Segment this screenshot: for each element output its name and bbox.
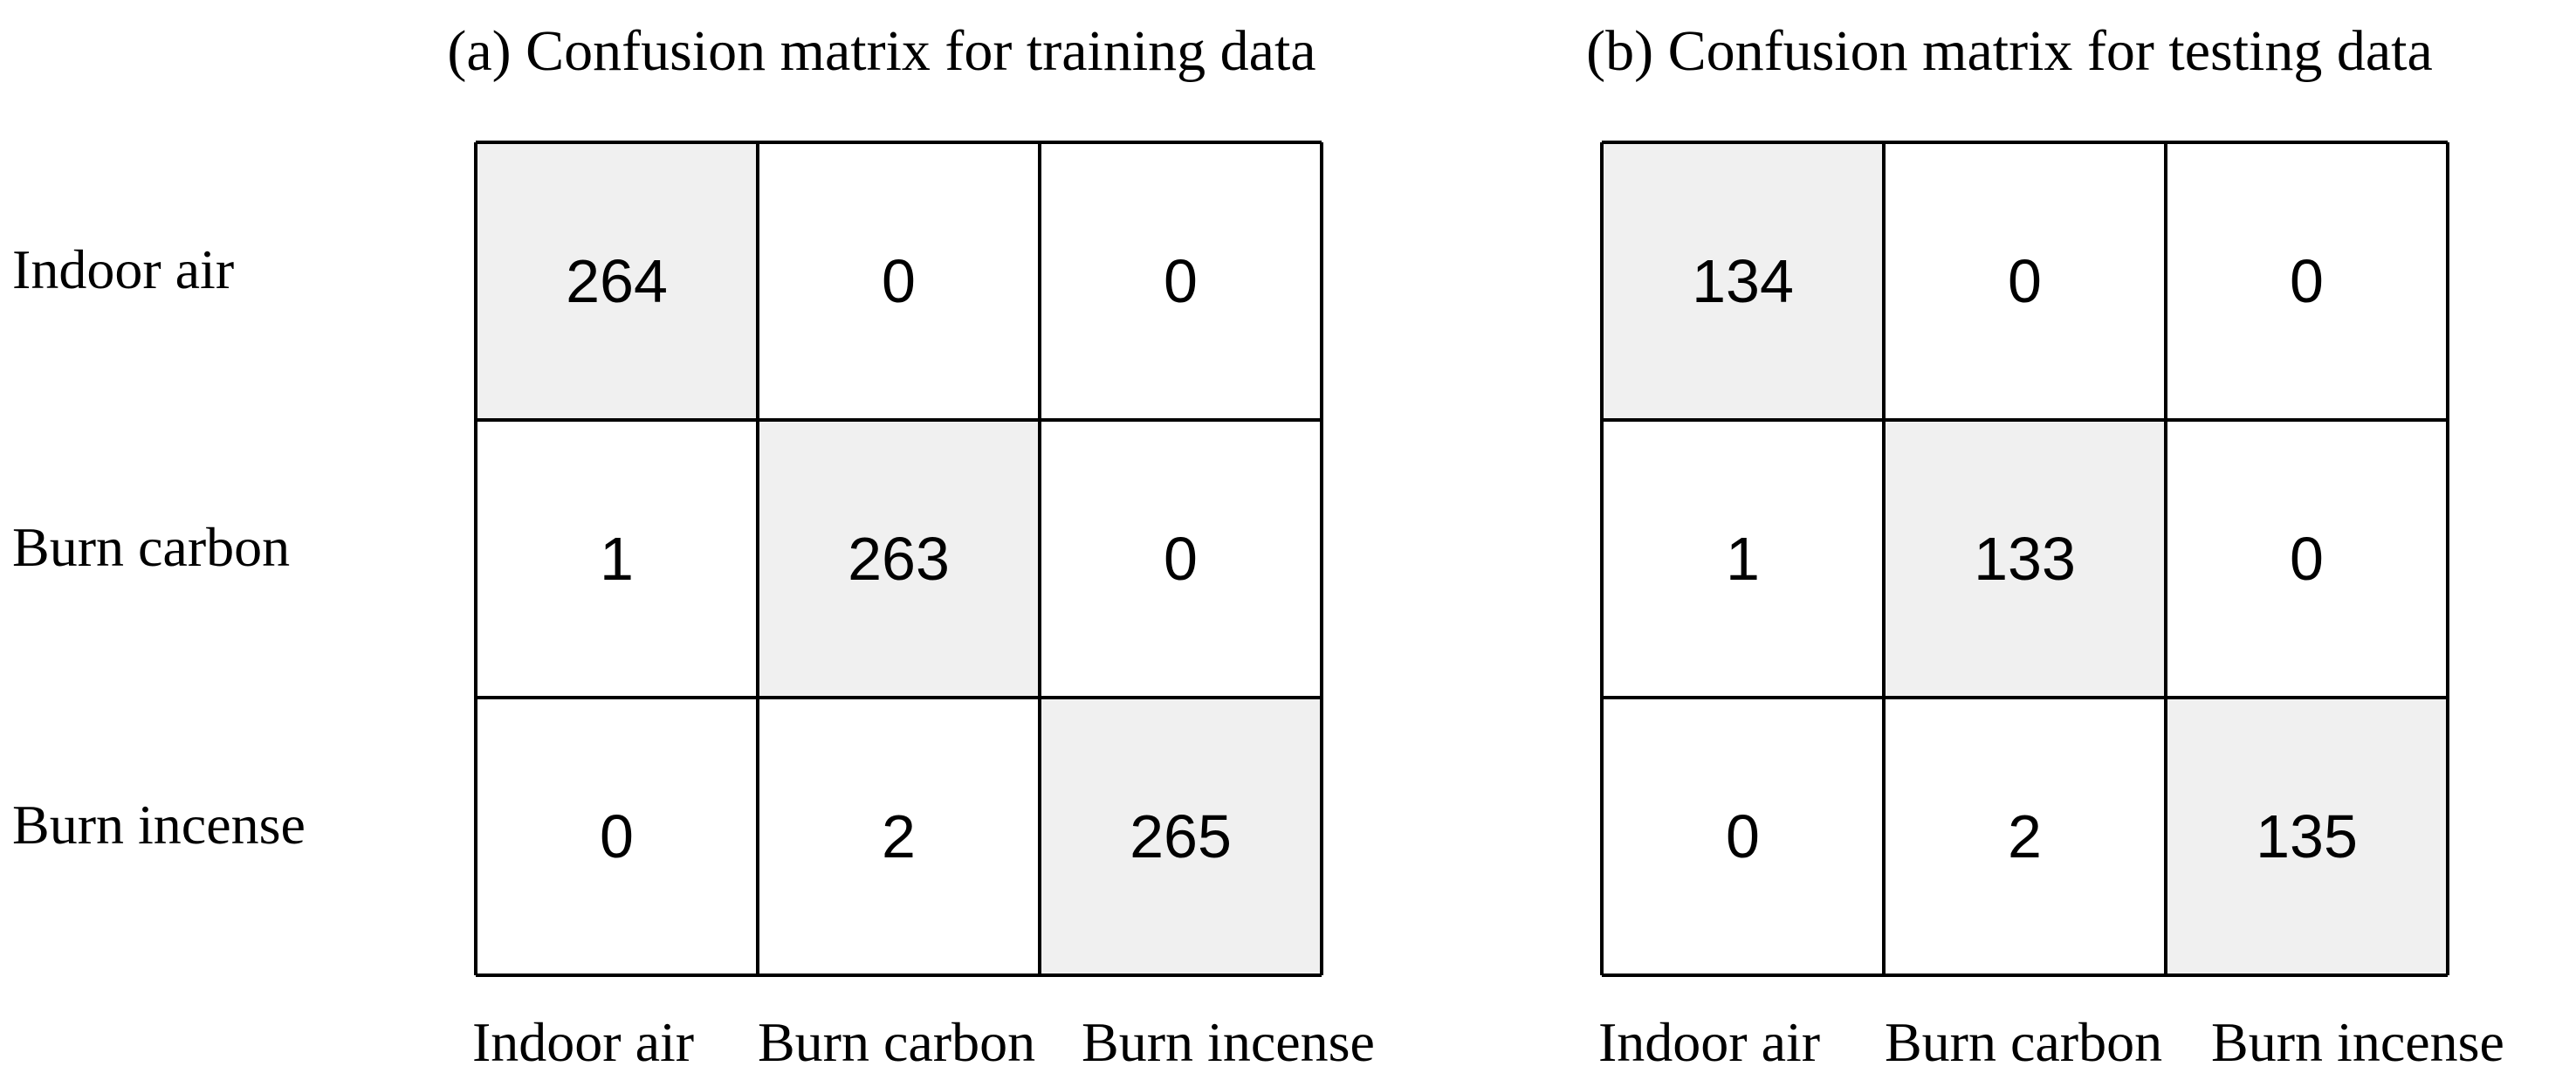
panel-a-title: (a) Confusion matrix for training data	[447, 19, 1315, 83]
matrix-cell-value: 133	[1974, 525, 2076, 593]
matrix-cell	[2166, 142, 2448, 420]
matrix-cell-value: 2	[882, 802, 916, 870]
matrix-cell	[758, 698, 1040, 975]
matrix-panel-a: (a) Confusion matrix for training data 2…	[447, 19, 1375, 1073]
matrix-cell	[1884, 698, 2166, 975]
matrix-cell	[476, 420, 758, 698]
matrix-cell	[476, 698, 758, 975]
matrix-cell-diagonal	[2166, 698, 2448, 975]
matrix-cell	[1602, 420, 1884, 698]
matrix-panel-b: (b) Confusion matrix for testing data 13…	[1586, 19, 2504, 1073]
matrix-a-col-label: Indoor air	[472, 1011, 694, 1073]
matrix-b-col-label: Indoor air	[1598, 1011, 1820, 1073]
matrix-a-grid: 264 0 0 1 263 0 0 2 265	[474, 141, 1323, 977]
panel-b-title: (b) Confusion matrix for testing data	[1586, 19, 2433, 83]
matrix-cell-value: 2	[2008, 802, 2042, 870]
matrix-cell-diagonal	[1040, 698, 1322, 975]
matrix-cell-diagonal	[476, 142, 758, 420]
matrix-cell-value: 1	[600, 525, 634, 593]
matrix-cell-diagonal	[758, 420, 1040, 698]
matrix-cell-value: 0	[2290, 525, 2324, 593]
row-label-burn-carbon: Burn carbon	[12, 516, 290, 578]
matrix-a-col-label: Burn carbon	[758, 1011, 1035, 1073]
matrix-b-col-label: Burn carbon	[1885, 1011, 2162, 1073]
matrix-cell-value: 265	[1130, 802, 1232, 870]
row-label-indoor-air: Indoor air	[12, 238, 234, 300]
matrix-cell	[1602, 698, 1884, 975]
matrix-b-col-label: Burn incense	[2211, 1011, 2504, 1073]
matrix-cell-value: 0	[2008, 247, 2042, 315]
matrix-cell-value: 135	[2256, 802, 2358, 870]
matrix-cell	[1884, 142, 2166, 420]
matrix-cell-value: 0	[1164, 525, 1198, 593]
matrix-cell-value: 0	[1164, 247, 1198, 315]
matrix-cell-diagonal	[1602, 142, 1884, 420]
matrix-cell	[1040, 420, 1322, 698]
matrix-cell-value: 0	[882, 247, 916, 315]
matrix-cell-value: 0	[2290, 247, 2324, 315]
matrix-cell-value: 0	[600, 802, 634, 870]
matrix-cell	[2166, 420, 2448, 698]
matrix-b-grid: 134 0 0 1 133 0 0 2 135	[1600, 141, 2449, 977]
matrix-cell-value: 263	[848, 525, 950, 593]
matrix-a-col-label: Burn incense	[1082, 1011, 1375, 1073]
matrix-cell	[1040, 142, 1322, 420]
matrix-cell-value: 0	[1726, 802, 1760, 870]
matrix-cell-value: 264	[566, 247, 668, 315]
matrix-cell-value: 1	[1726, 525, 1760, 593]
row-labels: Indoor air Burn carbon Burn incense	[12, 238, 306, 856]
matrix-cell-diagonal	[1884, 420, 2166, 698]
matrix-cell-value: 134	[1692, 247, 1794, 315]
matrix-cell	[758, 142, 1040, 420]
row-label-burn-incense: Burn incense	[12, 794, 306, 856]
